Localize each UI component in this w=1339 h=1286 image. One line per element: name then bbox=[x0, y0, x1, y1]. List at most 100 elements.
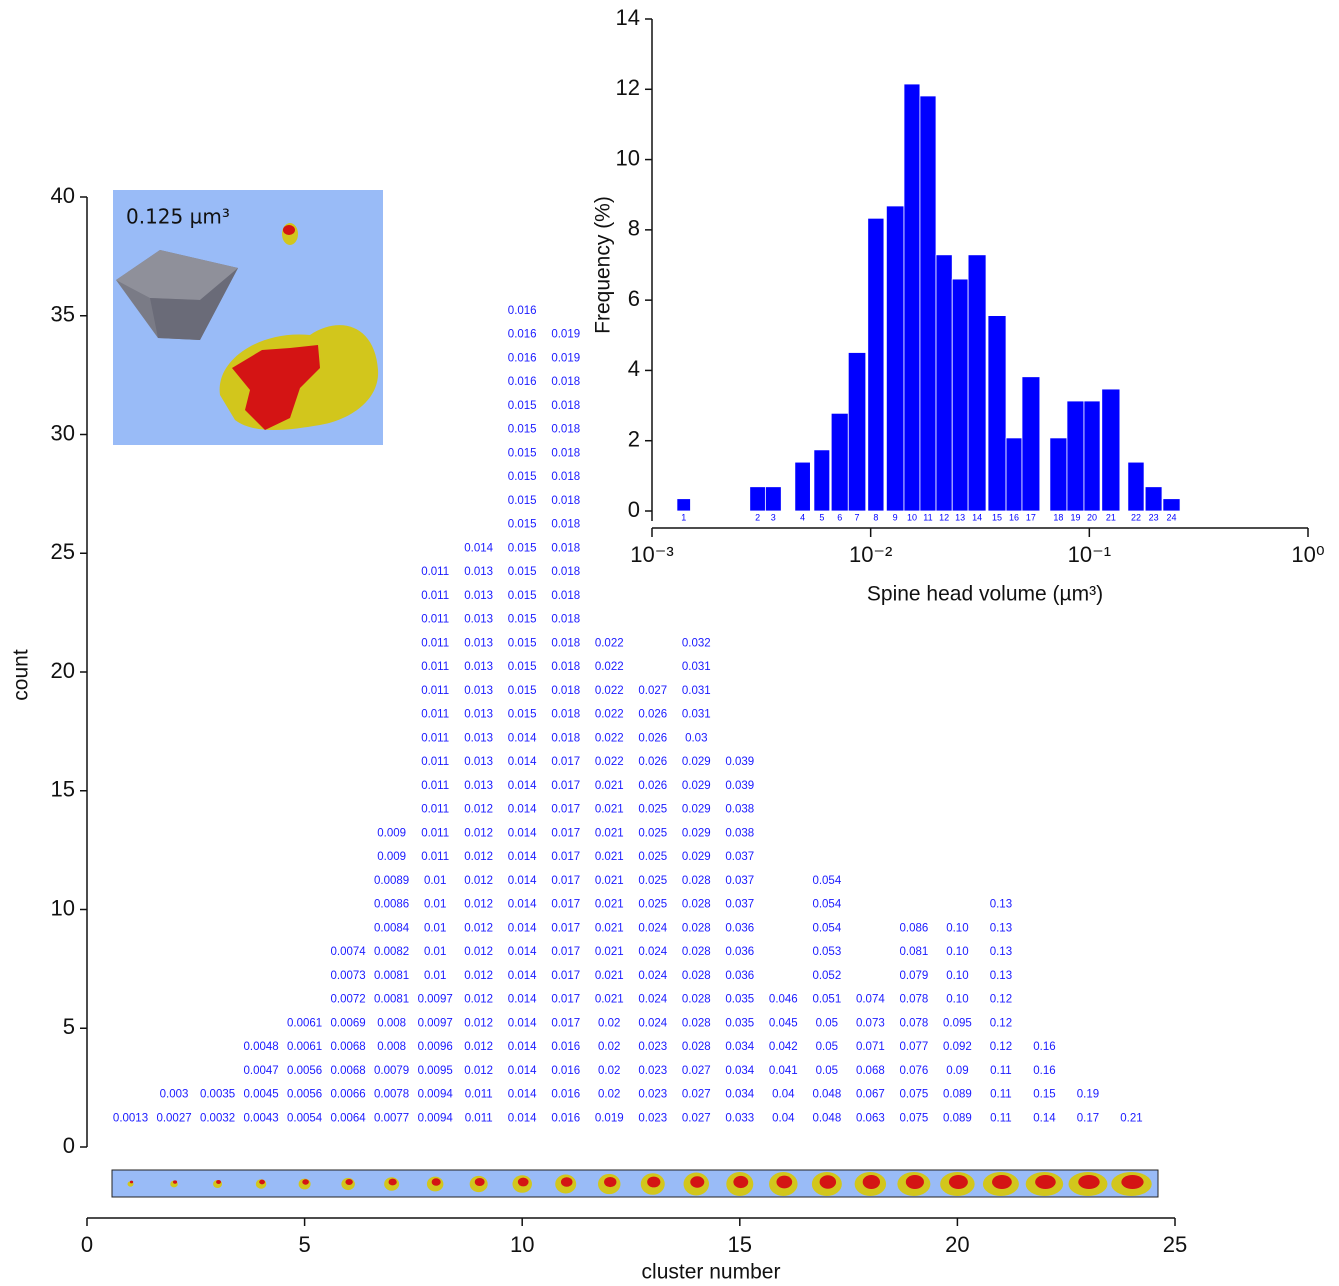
volume-label: 0.018 bbox=[551, 447, 580, 459]
volume-label: 0.022 bbox=[595, 637, 624, 649]
volume-label: 0.027 bbox=[638, 685, 667, 697]
volume-label: 0.054 bbox=[812, 922, 841, 934]
volume-label: 0.053 bbox=[812, 946, 841, 958]
volume-label: 0.013 bbox=[464, 732, 493, 744]
volume-label: 0.0061 bbox=[287, 1041, 322, 1053]
bar bbox=[677, 499, 691, 511]
volume-label: 0.0096 bbox=[418, 1041, 453, 1053]
volume-label: 0.045 bbox=[769, 1017, 798, 1029]
volume-label: 0.046 bbox=[769, 994, 798, 1006]
volume-label: 0.026 bbox=[638, 732, 667, 744]
volume-label: 0.063 bbox=[856, 1112, 885, 1124]
spine-core bbox=[518, 1178, 529, 1187]
volume-label: 0.037 bbox=[725, 899, 754, 911]
volume-label: 0.016 bbox=[508, 376, 537, 388]
volume-label: 0.029 bbox=[682, 804, 711, 816]
spine-core bbox=[733, 1176, 748, 1188]
x-tick-label: 10⁻¹ bbox=[1068, 542, 1111, 567]
volume-label: 0.0027 bbox=[156, 1112, 191, 1124]
bar bbox=[1128, 462, 1144, 511]
volume-label: 0.036 bbox=[725, 970, 754, 982]
volume-label: 0.014 bbox=[508, 875, 537, 887]
volume-label: 0.0084 bbox=[374, 922, 410, 934]
spine-core bbox=[820, 1175, 837, 1189]
volume-label: 0.018 bbox=[551, 732, 580, 744]
volume-label: 0.0078 bbox=[374, 1089, 409, 1101]
spine-small-core bbox=[283, 225, 295, 235]
volume-label: 0.0054 bbox=[287, 1112, 323, 1124]
bar-label: 17 bbox=[1026, 512, 1036, 522]
volume-label: 0.015 bbox=[508, 400, 537, 412]
volume-label: 0.013 bbox=[464, 614, 493, 626]
volume-label: 0.031 bbox=[682, 709, 711, 721]
volume-label: 0.011 bbox=[421, 685, 449, 697]
volume-label: 0.089 bbox=[943, 1112, 972, 1124]
volume-label: 0.012 bbox=[464, 875, 493, 887]
volume-label: 0.015 bbox=[508, 590, 537, 602]
volume-label: 0.011 bbox=[421, 590, 449, 602]
volume-label: 0.011 bbox=[421, 732, 449, 744]
volume-label: 0.011 bbox=[421, 851, 449, 863]
volume-label: 0.018 bbox=[551, 566, 580, 578]
volume-label: 0.023 bbox=[638, 1112, 667, 1124]
y-tick-label: 2 bbox=[628, 427, 640, 452]
volume-label: 0.0047 bbox=[243, 1065, 278, 1077]
volume-label: 0.014 bbox=[508, 1041, 537, 1053]
volume-label: 0.039 bbox=[725, 780, 754, 792]
volume-label: 0.048 bbox=[812, 1089, 841, 1101]
volume-label: 0.037 bbox=[725, 875, 754, 887]
bar bbox=[936, 255, 952, 511]
x-tick-label: 25 bbox=[1163, 1232, 1187, 1257]
volume-label: 0.016 bbox=[551, 1041, 580, 1053]
volume-label: 0.018 bbox=[551, 661, 580, 673]
volume-label: 0.076 bbox=[899, 1065, 928, 1077]
volume-label: 0.021 bbox=[595, 804, 624, 816]
volume-label: 0.16 bbox=[1033, 1065, 1055, 1077]
volume-label: 0.078 bbox=[899, 994, 928, 1006]
volume-label: 0.21 bbox=[1120, 1112, 1142, 1124]
volume-label: 0.067 bbox=[856, 1089, 885, 1101]
volume-label: 0.011 bbox=[421, 566, 449, 578]
volume-label: 0.028 bbox=[682, 994, 711, 1006]
volume-label: 0.029 bbox=[682, 756, 711, 768]
volume-label: 0.12 bbox=[990, 994, 1012, 1006]
volume-label: 0.014 bbox=[508, 1065, 537, 1077]
figure: 05101520253035400510152025cluster number… bbox=[0, 0, 1339, 1286]
spine-core bbox=[561, 1177, 573, 1186]
volume-label: 0.033 bbox=[725, 1112, 754, 1124]
volume-label: 0.008 bbox=[377, 1041, 406, 1053]
volume-label: 0.023 bbox=[638, 1089, 667, 1101]
x-axis-label: cluster number bbox=[642, 1261, 781, 1284]
volume-label: 0.11 bbox=[990, 1089, 1012, 1101]
volume-label: 0.0069 bbox=[331, 1017, 366, 1029]
bar bbox=[1050, 438, 1067, 511]
bar bbox=[1102, 389, 1120, 511]
spine-core bbox=[863, 1175, 880, 1189]
bar-label: 9 bbox=[893, 512, 898, 522]
volume-label: 0.035 bbox=[725, 994, 754, 1006]
spine-core bbox=[173, 1180, 177, 1183]
volume-label: 0.02 bbox=[598, 1065, 620, 1077]
volume-label: 0.023 bbox=[638, 1065, 667, 1077]
volume-label: 0.011 bbox=[421, 827, 449, 839]
bar-label: 24 bbox=[1166, 512, 1176, 522]
volume-label: 0.021 bbox=[595, 994, 624, 1006]
volume-label: 0.015 bbox=[508, 614, 537, 626]
bar bbox=[988, 316, 1006, 511]
volume-label: 0.012 bbox=[464, 922, 493, 934]
volume-label: 0.018 bbox=[551, 614, 580, 626]
bar bbox=[814, 450, 830, 511]
volume-label: 0.077 bbox=[899, 1041, 928, 1053]
y-tick-label: 4 bbox=[628, 356, 640, 381]
volume-label: 0.024 bbox=[638, 1017, 667, 1029]
volume-label: 0.011 bbox=[421, 804, 449, 816]
volume-label: 0.014 bbox=[508, 994, 537, 1006]
volume-label: 0.013 bbox=[464, 709, 493, 721]
spine-core bbox=[475, 1178, 485, 1186]
bar bbox=[1006, 438, 1022, 511]
volume-label: 0.027 bbox=[682, 1089, 711, 1101]
bar bbox=[1145, 487, 1162, 511]
volume-label: 0.0066 bbox=[331, 1089, 366, 1101]
volume-label: 0.029 bbox=[682, 827, 711, 839]
bar-label: 2 bbox=[755, 512, 760, 522]
